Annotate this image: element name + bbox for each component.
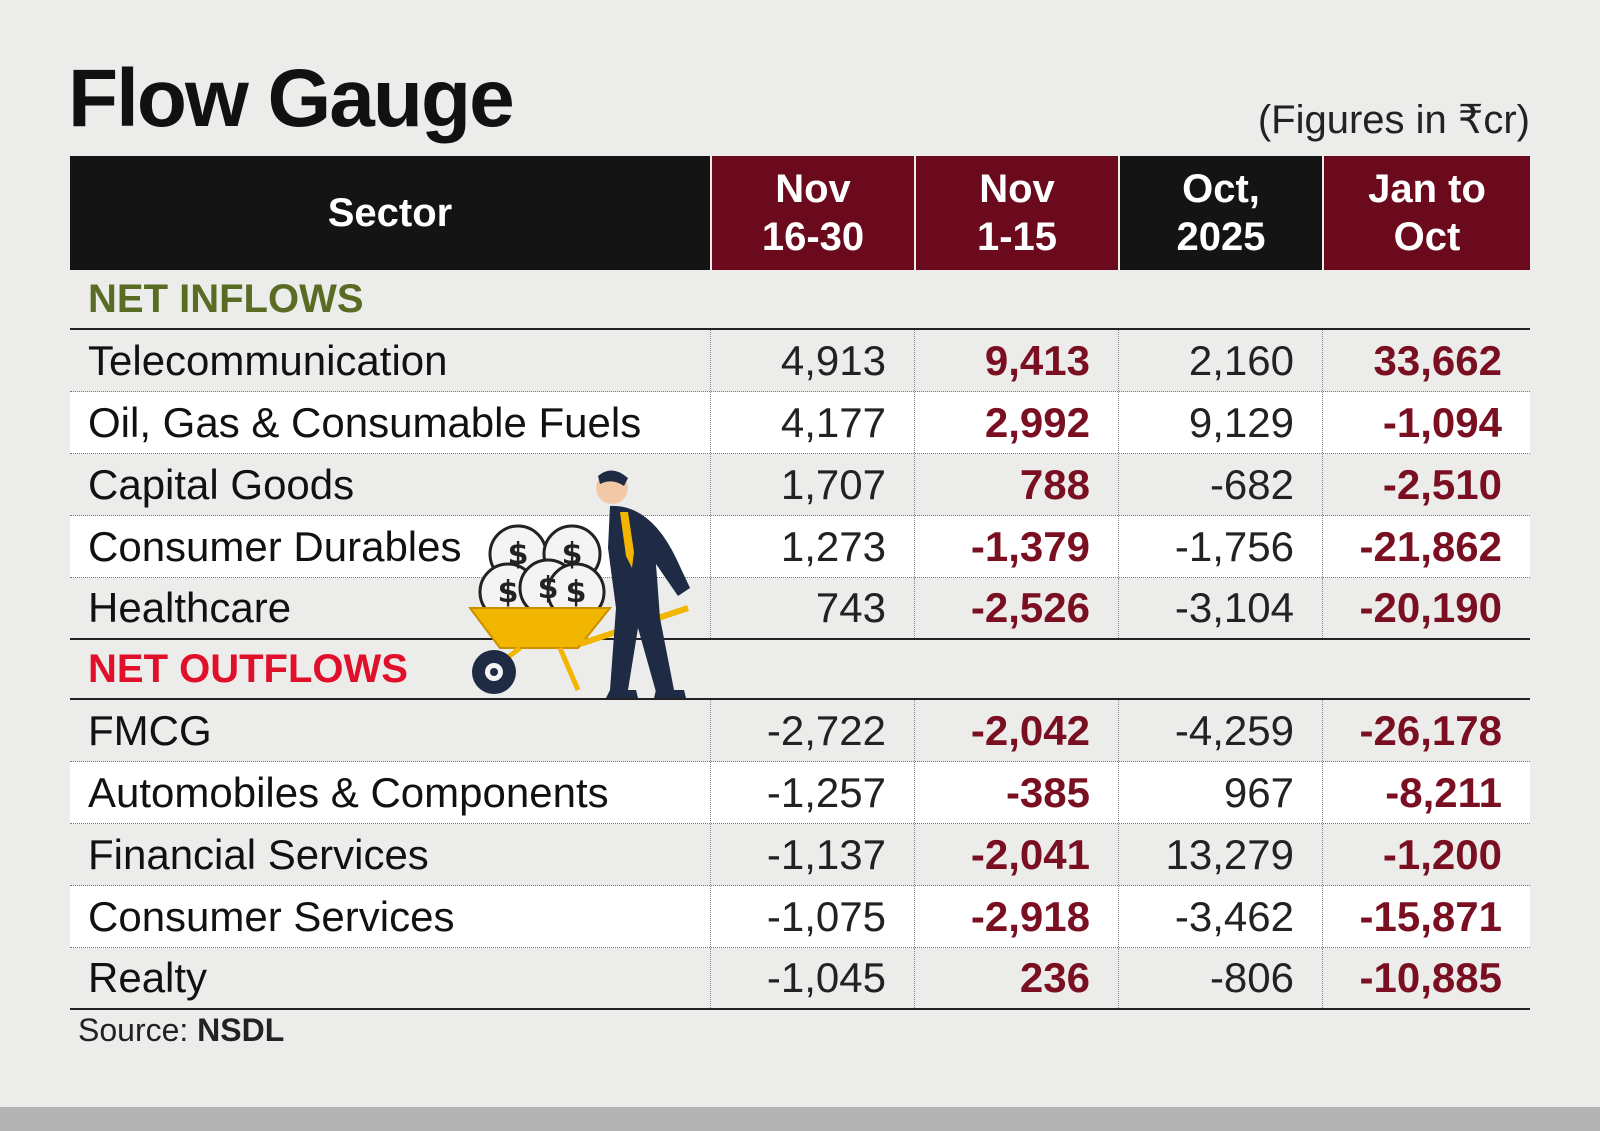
- value-nov-16-30: -1,045: [710, 948, 914, 1008]
- flow-table: Sector Nov 16-30 Nov 1-15 Oct, 2025 Jan to O…: [70, 156, 1530, 1010]
- header-nov-16-30: Nov 16-30: [710, 156, 914, 270]
- value-jan-to-oct: -26,178: [1322, 700, 1530, 761]
- svg-text:$: $: [566, 575, 587, 610]
- section-net-inflows: NET INFLOWS: [70, 270, 1530, 330]
- table-row: Oil, Gas & Consumable Fuels 4,177 2,992 9,1…: [70, 392, 1530, 454]
- value-jan-to-oct: -21,862: [1322, 516, 1530, 577]
- value-nov-1-15: -2,526: [914, 578, 1118, 638]
- sector-cell: Financial Services: [88, 830, 429, 878]
- value-nov-1-15: -2,918: [914, 886, 1118, 947]
- value-jan-to-oct: -8,211: [1322, 762, 1530, 823]
- value-oct-2025: -682: [1118, 454, 1322, 515]
- value-oct-2025: 13,279: [1118, 824, 1322, 885]
- table-row: Financial Services -1,137 -2,041 13,279 -1,2…: [70, 824, 1530, 886]
- header-sector: Sector: [70, 156, 710, 270]
- value-nov-16-30: -1,257: [710, 762, 914, 823]
- table-row: Realty -1,045 236 -806 -10,885: [70, 948, 1530, 1010]
- table-row: FMCG -2,722 -2,042 -4,259 -26,178: [70, 700, 1530, 762]
- value-nov-1-15: 9,413: [914, 330, 1118, 391]
- sector-cell: Automobiles & Components: [88, 768, 609, 816]
- value-jan-to-oct: -20,190: [1322, 578, 1530, 638]
- wheelbarrow-man-illustration: $ $ $ $ $: [468, 470, 690, 698]
- section-net-outflows: NET OUTFLOWS: [70, 640, 1530, 700]
- value-oct-2025: -4,259: [1118, 700, 1322, 761]
- value-nov-16-30: 4,913: [710, 330, 914, 391]
- header-jan-to-oct: Jan to Oct: [1322, 156, 1530, 270]
- svg-text:$: $: [562, 537, 583, 572]
- source-note: Source: NSDL: [78, 1012, 285, 1048]
- value-nov-16-30: 1,273: [710, 516, 914, 577]
- value-jan-to-oct: 33,662: [1322, 330, 1530, 391]
- value-jan-to-oct: -1,094: [1322, 392, 1530, 453]
- table-row: Healthcare 743 -2,526 -3,104 -20,190: [70, 578, 1530, 640]
- page-title: Flow Gauge: [68, 53, 515, 144]
- value-nov-1-15: -2,041: [914, 824, 1118, 885]
- value-oct-2025: 9,129: [1118, 392, 1322, 453]
- value-nov-16-30: -2,722: [710, 700, 914, 761]
- table-row: Telecommunication 4,913 9,413 2,160 33,662: [70, 330, 1530, 392]
- sector-cell: Consumer Services: [88, 892, 455, 940]
- sector-cell: Realty: [88, 954, 208, 1001]
- value-jan-to-oct: -15,871: [1322, 886, 1530, 947]
- value-jan-to-oct: -2,510: [1322, 454, 1530, 515]
- value-oct-2025: 2,160: [1118, 330, 1322, 391]
- value-nov-16-30: -1,137: [710, 824, 914, 885]
- header-nov-1-15: Nov 1-15: [914, 156, 1118, 270]
- value-nov-16-30: 4,177: [710, 392, 914, 453]
- svg-text:$: $: [508, 537, 529, 572]
- value-oct-2025: -1,756: [1118, 516, 1322, 577]
- table-row: Capital Goods 1,707 788 -682 -2,510: [70, 454, 1530, 516]
- footer-bar: [0, 1107, 1600, 1131]
- table-header: Sector Nov 16-30 Nov 1-15 Oct, 2025 Jan to O…: [70, 156, 1530, 270]
- value-jan-to-oct: -10,885: [1322, 948, 1530, 1008]
- sector-cell: Healthcare: [88, 584, 292, 631]
- value-nov-1-15: -2,042: [914, 700, 1118, 761]
- table-row: Automobiles & Components -1,257 -385 967 -8,…: [70, 762, 1530, 824]
- value-oct-2025: -3,462: [1118, 886, 1322, 947]
- table-row: Consumer Durables 1,273 -1,379 -1,756 -21,86…: [70, 516, 1530, 578]
- svg-text:$: $: [538, 571, 559, 606]
- coin-icon: [478, 524, 606, 622]
- value-oct-2025: -806: [1118, 948, 1322, 1008]
- sector-cell: Consumer Durables: [88, 522, 462, 570]
- value-jan-to-oct: -1,200: [1322, 824, 1530, 885]
- value-nov-1-15: 788: [914, 454, 1118, 515]
- value-nov-1-15: 2,992: [914, 392, 1118, 453]
- value-nov-1-15: 236: [914, 948, 1118, 1008]
- value-nov-16-30: 743: [710, 578, 914, 638]
- header-oct-2025: Oct, 2025: [1118, 156, 1322, 270]
- value-oct-2025: -3,104: [1118, 578, 1322, 638]
- value-nov-16-30: -1,075: [710, 886, 914, 947]
- table-row: Consumer Services -1,075 -2,918 -3,462 -15,8…: [70, 886, 1530, 948]
- sector-cell: FMCG: [88, 706, 212, 754]
- svg-text:$: $: [498, 575, 519, 610]
- units-note: (Figures in ₹cr): [1257, 98, 1530, 142]
- value-nov-16-30: 1,707: [710, 454, 914, 515]
- sector-cell: Oil, Gas & Consumable Fuels: [88, 398, 642, 446]
- value-nov-1-15: -1,379: [914, 516, 1118, 577]
- value-nov-1-15: -385: [914, 762, 1118, 823]
- table-body: NET INFLOWS Telecommunication 4,913 9,413 2,…: [70, 270, 1530, 1010]
- sector-cell: Telecommunication: [88, 336, 448, 384]
- value-oct-2025: 967: [1118, 762, 1322, 823]
- sector-cell: Capital Goods: [88, 460, 355, 508]
